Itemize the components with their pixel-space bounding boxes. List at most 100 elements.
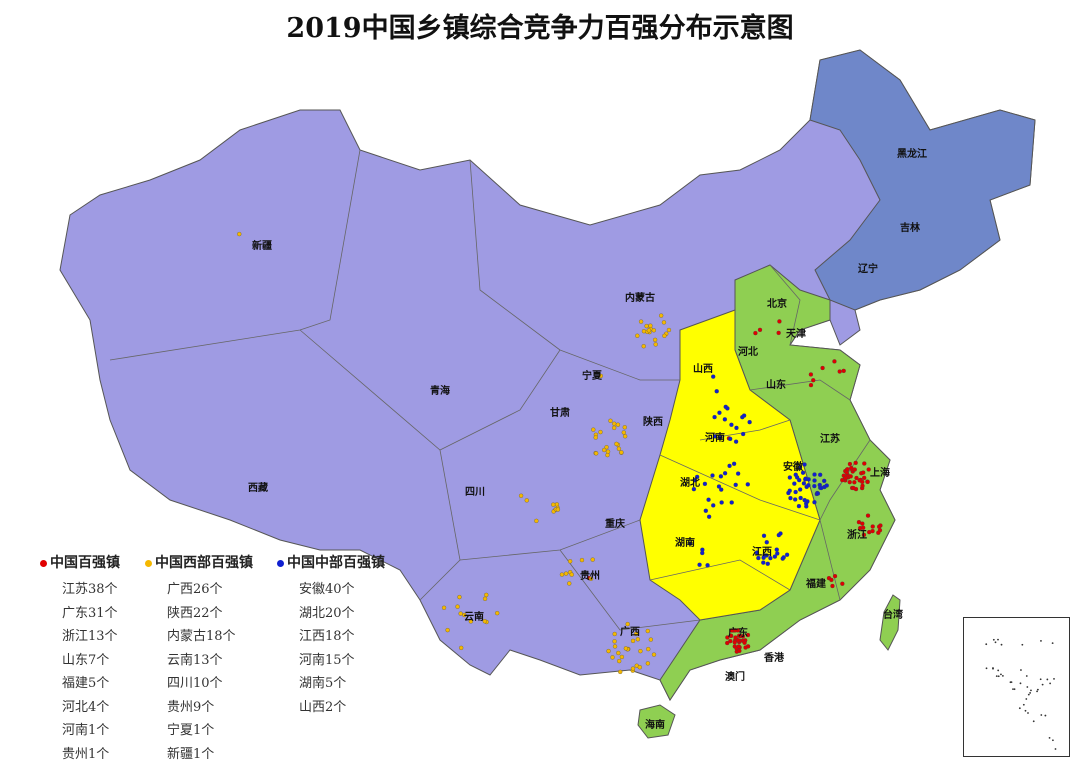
legend-item: 河北4个 bbox=[62, 699, 110, 715]
town-dot bbox=[761, 555, 766, 560]
island-dot bbox=[995, 675, 998, 677]
town-dot bbox=[610, 655, 615, 660]
town-dot bbox=[774, 547, 779, 552]
town-dot bbox=[615, 422, 621, 427]
map-title: 2019中国乡镇综合竞争力百强分布示意图 bbox=[286, 13, 794, 44]
town-dot bbox=[841, 368, 846, 374]
town-dot bbox=[854, 475, 859, 481]
province-border bbox=[819, 519, 841, 601]
town-dot bbox=[722, 417, 728, 422]
town-dot bbox=[648, 323, 653, 328]
town-dot bbox=[811, 378, 816, 383]
town-dot bbox=[861, 525, 866, 530]
legend-item: 新疆1个 bbox=[167, 746, 215, 762]
town-dot bbox=[612, 644, 618, 649]
town-dot bbox=[593, 435, 598, 440]
town-dot bbox=[710, 473, 715, 478]
town-dot bbox=[824, 483, 829, 488]
town-dot bbox=[651, 328, 656, 333]
town-dot bbox=[765, 561, 770, 566]
town-dot bbox=[775, 551, 780, 556]
town-dot bbox=[781, 555, 786, 560]
town-dot bbox=[648, 637, 653, 642]
province-label: 山西 bbox=[693, 362, 713, 375]
island-dot bbox=[1049, 682, 1052, 685]
town-dot bbox=[793, 497, 798, 502]
island-dot bbox=[1020, 669, 1022, 671]
island-dot bbox=[1000, 643, 1003, 646]
town-dot bbox=[459, 645, 464, 651]
town-dot bbox=[534, 518, 539, 524]
town-dot bbox=[714, 389, 719, 394]
legend-item: 安徽40个 bbox=[299, 582, 355, 597]
province-label: 贵州 bbox=[580, 569, 600, 582]
town-dot bbox=[694, 474, 700, 480]
town-dot bbox=[802, 462, 807, 467]
island-dot bbox=[1036, 690, 1038, 693]
town-dot bbox=[857, 478, 862, 483]
province-border bbox=[649, 559, 791, 591]
island-dot bbox=[1001, 674, 1004, 677]
town-dot bbox=[812, 500, 817, 505]
town-dot bbox=[468, 619, 473, 624]
province-label: 四川 bbox=[465, 486, 485, 498]
town-dot bbox=[840, 478, 845, 483]
town-dot bbox=[495, 611, 500, 616]
province-label: 河北 bbox=[738, 345, 758, 358]
town-dot bbox=[623, 646, 629, 651]
legend-item: 云南13个 bbox=[167, 652, 223, 668]
town-dot bbox=[808, 382, 814, 388]
town-dot bbox=[652, 337, 658, 343]
town-dot bbox=[786, 490, 791, 496]
town-dot bbox=[729, 628, 735, 633]
island-dot bbox=[1040, 640, 1042, 642]
town-dot bbox=[612, 639, 617, 644]
town-dot bbox=[860, 521, 865, 526]
town-dot bbox=[462, 612, 467, 618]
island-dot bbox=[1046, 678, 1049, 681]
town-dot bbox=[687, 541, 693, 546]
south-china-sea-inset bbox=[963, 617, 1070, 757]
island-dot bbox=[1024, 709, 1027, 712]
province-label: 陕西 bbox=[643, 415, 663, 428]
island-dot bbox=[1012, 688, 1014, 690]
town-dot bbox=[700, 550, 705, 556]
town-dot bbox=[747, 419, 752, 425]
province-label: 浙江 bbox=[847, 528, 867, 541]
town-dot bbox=[591, 427, 596, 432]
town-dot bbox=[797, 465, 803, 470]
town-dot bbox=[725, 406, 730, 411]
town-dot bbox=[727, 463, 732, 468]
town-dot bbox=[605, 452, 610, 458]
legend-item: 内蒙古18个 bbox=[167, 629, 236, 644]
island-dot bbox=[1036, 688, 1039, 691]
town-dot bbox=[728, 436, 733, 442]
island-dot bbox=[1048, 736, 1051, 739]
town-dot bbox=[820, 365, 825, 371]
island-dot bbox=[1041, 683, 1044, 686]
province-border bbox=[559, 549, 701, 631]
legend-title: 中国百强镇 bbox=[50, 555, 120, 571]
town-dot bbox=[623, 434, 628, 439]
town-dot bbox=[653, 342, 658, 347]
town-dot bbox=[764, 540, 769, 545]
island-dot bbox=[1029, 692, 1032, 694]
town-dot bbox=[852, 480, 857, 485]
town-dot bbox=[728, 638, 733, 644]
province-label: 湖北 bbox=[680, 476, 700, 489]
town-dot bbox=[772, 554, 778, 559]
town-dot bbox=[742, 640, 747, 645]
province-label: 黑龙江 bbox=[897, 147, 927, 160]
island-dot bbox=[1052, 739, 1054, 742]
island-dot bbox=[992, 667, 994, 669]
island-dot bbox=[1051, 642, 1054, 645]
town-dot bbox=[661, 320, 667, 325]
legend-title: 中国中部百强镇 bbox=[287, 555, 385, 571]
town-dot bbox=[832, 574, 838, 579]
island-dot bbox=[1044, 714, 1047, 717]
legend-item: 广东31个 bbox=[62, 605, 118, 621]
island-dot bbox=[997, 675, 1000, 678]
province-label: 天津 bbox=[786, 327, 806, 340]
province-label: 福建 bbox=[805, 577, 827, 590]
town-dot bbox=[616, 446, 622, 451]
